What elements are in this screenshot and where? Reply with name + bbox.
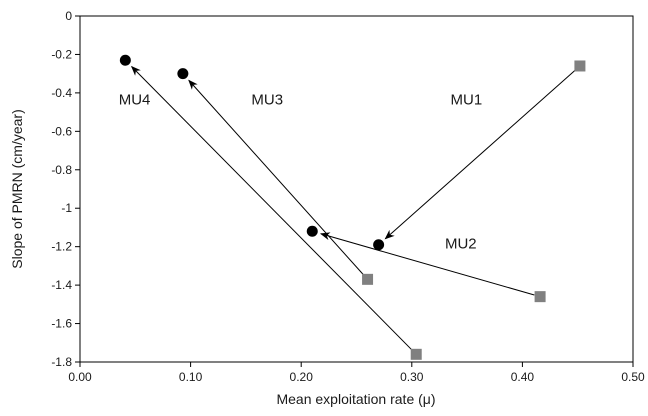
label-mu3: MU3 — [251, 91, 283, 108]
markers — [119, 54, 586, 360]
x-tick-label: 0.10 — [179, 370, 203, 384]
y-tick-label: -1.2 — [51, 240, 72, 254]
annotations: MU1 MU2 MU3 MU4 — [119, 91, 482, 252]
arrow-mu4 — [130, 65, 413, 351]
y-axis-label: Slope of PMRN (cm/year) — [9, 109, 25, 268]
x-axis-label: Mean exploitation rate (μ) — [276, 391, 435, 407]
end-marker-mu4 — [119, 54, 131, 66]
x-tick-label: 0.50 — [621, 370, 645, 384]
y-tick-label: -0.8 — [51, 163, 72, 177]
end-marker-mu3 — [177, 68, 189, 80]
end-marker-mu1 — [373, 239, 385, 251]
y-tick-label: -1.8 — [51, 355, 72, 369]
x-tick-label: 0.20 — [290, 370, 314, 384]
start-marker-mu2 — [534, 291, 546, 303]
arrow-mu2 — [319, 232, 535, 296]
arrows — [130, 65, 576, 351]
end-marker-mu2 — [306, 225, 318, 237]
y-tick-label: 0 — [65, 9, 72, 23]
y-tick-label: -0.6 — [51, 124, 72, 138]
start-marker-mu3 — [362, 273, 374, 285]
label-mu1: MU1 — [451, 91, 483, 108]
y-tick-label: -0.4 — [51, 86, 72, 100]
plot-frame — [79, 15, 634, 363]
label-mu2: MU2 — [445, 236, 477, 253]
start-marker-mu4 — [410, 348, 422, 360]
arrow-mu1 — [384, 69, 576, 240]
y-tick-label: -1 — [61, 201, 72, 215]
x-tick-label: 0.40 — [511, 370, 535, 384]
x-tick-label: 0.30 — [400, 370, 424, 384]
ticks: 0.00 0.10 0.20 0.30 0.40 0.50 0 -0.2 -0.4 -0.6 -0.… — [51, 9, 645, 384]
y-tick-label: -0.2 — [51, 47, 72, 61]
label-mu4: MU4 — [119, 91, 151, 108]
arrow-mu3 — [188, 79, 364, 276]
start-marker-mu1 — [574, 60, 586, 72]
y-tick-label: -1.6 — [51, 317, 72, 331]
y-tick-label: -1.4 — [51, 278, 72, 292]
x-tick-label: 0.00 — [68, 370, 92, 384]
